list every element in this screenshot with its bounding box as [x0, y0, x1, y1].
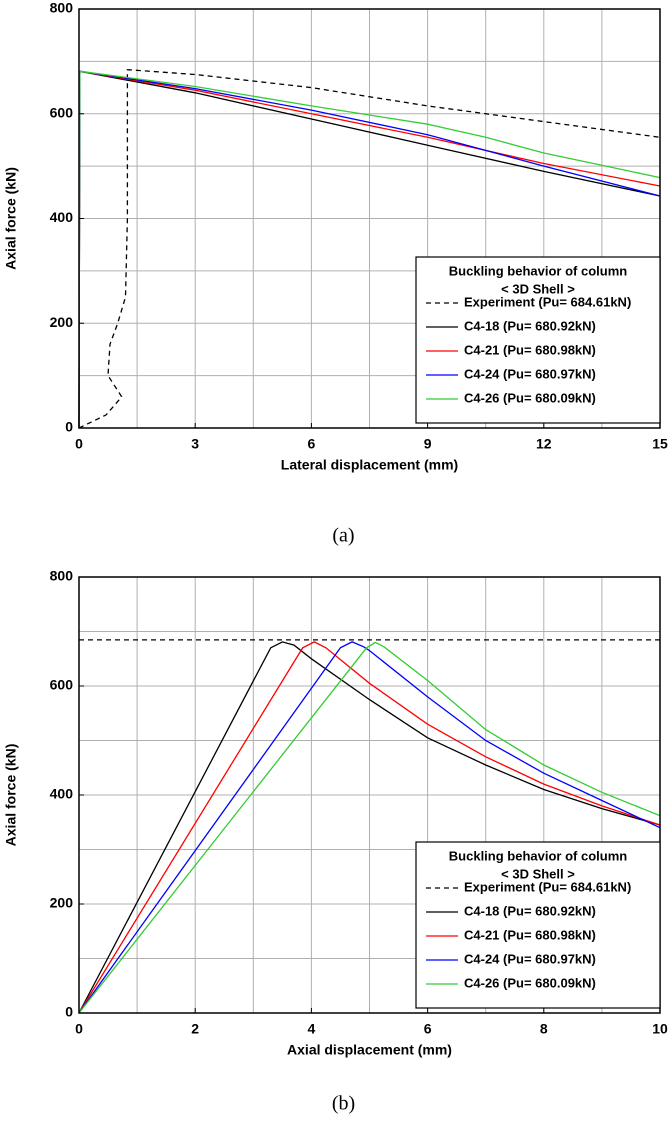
y-tick-label: 0 — [65, 419, 73, 435]
series-line — [78, 641, 661, 1014]
legend-title: < 3D Shell > — [501, 281, 575, 296]
x-tick-label: 9 — [424, 436, 432, 452]
legend-box — [415, 256, 661, 424]
x-axis-label: Axial displacement (mm) — [287, 1042, 452, 1058]
legend-label: Experiment (Pu= 684.61kN) — [464, 879, 631, 894]
legend-title: < 3D Shell > — [501, 866, 575, 881]
y-tick-label: 600 — [50, 104, 74, 120]
x-tick-label: 15 — [652, 436, 668, 452]
x-axis-label: Lateral displacement (mm) — [281, 457, 458, 473]
y-tick-label: 800 — [50, 0, 74, 16]
legend-box — [415, 841, 661, 1009]
x-tick-label: 0 — [75, 1021, 83, 1037]
legend-label: C4-21 (Pu= 680.98kN) — [464, 342, 596, 357]
series-line — [78, 69, 661, 429]
y-tick-label: 400 — [50, 786, 74, 802]
y-tick-label: 400 — [50, 209, 74, 225]
x-tick-label: 8 — [540, 1021, 548, 1037]
x-tick-label: 6 — [424, 1021, 432, 1037]
x-tick-label: 0 — [75, 436, 83, 452]
legend-label: C4-26 (Pu= 680.09kN) — [464, 975, 596, 990]
y-tick-label: 200 — [50, 314, 74, 330]
y-axis-label: Axial force (kN) — [3, 744, 19, 847]
legend-label: C4-18 (Pu= 680.92kN) — [464, 903, 596, 918]
x-tick-label: 10 — [652, 1021, 668, 1037]
y-tick-label: 600 — [50, 677, 74, 693]
y-tick-label: 200 — [50, 895, 74, 911]
legend-label: C4-21 (Pu= 680.98kN) — [464, 927, 596, 942]
caption: (a) — [332, 525, 354, 547]
series-line — [78, 641, 661, 1014]
x-tick-label: 12 — [536, 436, 552, 452]
y-tick-label: 0 — [65, 1004, 73, 1020]
legend-title: Buckling behavior of column — [449, 263, 627, 278]
y-axis-label: Axial force (kN) — [3, 167, 19, 270]
legend-label: C4-26 (Pu= 680.09kN) — [464, 390, 596, 405]
y-tick-label: 800 — [50, 568, 74, 584]
legend-label: C4-24 (Pu= 680.97kN) — [464, 366, 596, 381]
series-line — [78, 641, 661, 1014]
caption: (b) — [332, 1093, 355, 1115]
x-tick-label: 2 — [191, 1021, 199, 1037]
x-tick-label: 4 — [308, 1021, 316, 1037]
legend-label: Experiment (Pu= 684.61kN) — [464, 294, 631, 309]
x-tick-label: 3 — [191, 436, 199, 452]
series-line — [78, 70, 661, 429]
legend-title: Buckling behavior of column — [449, 848, 627, 863]
legend-label: C4-18 (Pu= 680.92kN) — [464, 318, 596, 333]
legend-label: C4-24 (Pu= 680.97kN) — [464, 951, 596, 966]
x-tick-label: 6 — [308, 436, 316, 452]
series-line — [78, 641, 661, 1014]
